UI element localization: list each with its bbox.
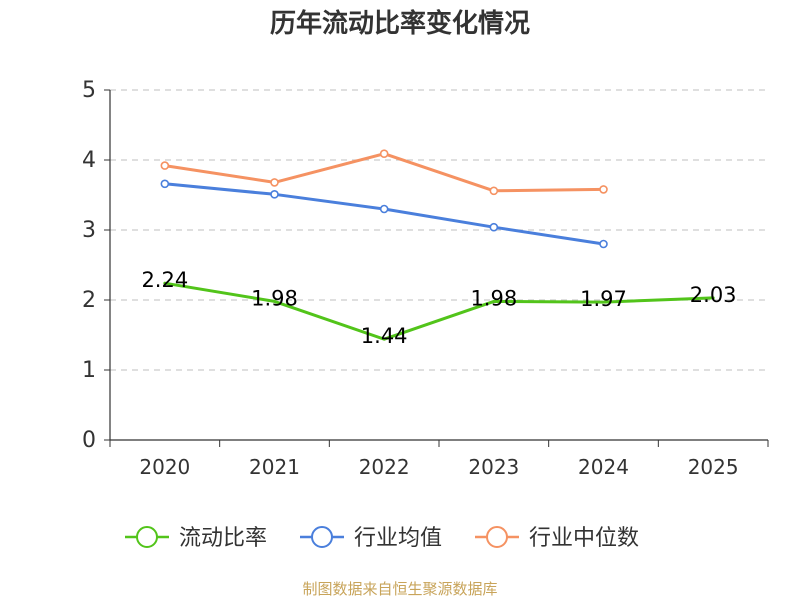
y-tick-label: 2 xyxy=(82,288,96,313)
legend-label: 流动比率 xyxy=(179,526,267,551)
series-line-3 xyxy=(163,152,605,193)
legend-marker xyxy=(486,526,508,548)
y-tick-label: 4 xyxy=(82,148,96,173)
x-tick-label: 2021 xyxy=(249,455,300,479)
legend-marker xyxy=(311,526,333,548)
x-tick-label: 2020 xyxy=(139,455,190,479)
legend-item-2[interactable]: 行业均值 xyxy=(300,526,442,551)
series-line-2 xyxy=(163,182,605,246)
data-point[interactable] xyxy=(599,239,608,249)
series-group xyxy=(160,149,715,341)
y-tick-label: 5 xyxy=(82,78,96,103)
data-point[interactable] xyxy=(270,178,279,187)
data-point[interactable] xyxy=(379,149,389,158)
data-point[interactable] xyxy=(489,186,499,196)
legend-marker xyxy=(136,526,158,548)
legend-item-3[interactable]: 行业中位数 xyxy=(475,526,639,551)
legend[interactable]: 流动比率 行业均值 行业中位数 xyxy=(125,526,639,551)
chart-title: 历年流动比率变化情况 xyxy=(270,8,530,39)
x-tick-label: 2022 xyxy=(359,455,410,479)
series-line-1 xyxy=(163,281,715,341)
data-point[interactable] xyxy=(379,204,389,214)
y-tick-label: 3 xyxy=(82,218,96,243)
data-point[interactable] xyxy=(270,190,279,199)
y-tick-label: 0 xyxy=(82,428,96,453)
grid-lines xyxy=(110,89,768,371)
data-point[interactable] xyxy=(160,179,170,189)
data-label: 1.98 xyxy=(470,286,517,310)
data-labels: 2.24 1.98 1.44 1.98 1.97 2.03 xyxy=(141,268,736,348)
data-label: 2.24 xyxy=(141,268,188,292)
x-tick-label: 2024 xyxy=(578,455,629,479)
data-label: 1.44 xyxy=(361,324,408,348)
y-tick-label: 1 xyxy=(82,358,96,383)
data-point[interactable] xyxy=(489,222,499,232)
data-label: 2.03 xyxy=(690,283,737,307)
data-label: 1.97 xyxy=(580,287,627,311)
source-footer: 制图数据来自恒生聚源数据库 xyxy=(302,580,497,598)
x-tick-label: 2023 xyxy=(468,455,519,479)
legend-label: 行业均值 xyxy=(354,526,442,551)
x-tick-label: 2025 xyxy=(688,455,739,479)
data-label: 1.98 xyxy=(251,286,298,310)
axes: 0 1 2 3 4 5 2020 2021 2022 2023 2024 2025 xyxy=(82,78,769,479)
legend-label: 行业中位数 xyxy=(529,526,639,551)
legend-item-1[interactable]: 流动比率 xyxy=(125,526,267,551)
data-point[interactable] xyxy=(599,185,608,194)
data-point[interactable] xyxy=(160,161,170,170)
